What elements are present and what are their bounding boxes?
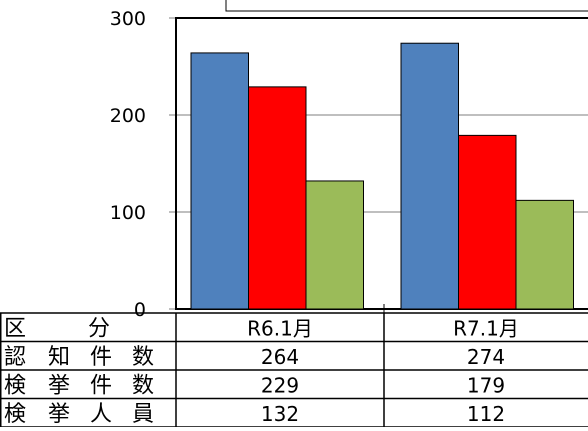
legend-box	[225, 0, 588, 12]
bar-認知件数-R6.1月	[190, 52, 249, 310]
row-label-char: 数	[132, 345, 154, 370]
bar-検挙件数-R6.1月	[248, 86, 307, 310]
bar-検挙人員-R6.1月	[305, 180, 364, 310]
row-label-char: 挙	[48, 402, 70, 427]
row-label-char: 検	[4, 402, 26, 427]
row-label-char: 件	[90, 374, 112, 399]
row-label-char: 認	[4, 345, 26, 370]
bar-検挙件数-R7.1月	[458, 134, 517, 310]
bar-検挙人員-R7.1月	[515, 199, 574, 310]
row-label-char: 挙	[48, 374, 70, 399]
row-label-char: 知	[48, 345, 70, 370]
row-label-char: 人	[90, 402, 112, 427]
y-tick-label: 0	[134, 299, 146, 321]
table-header-label: 区	[4, 317, 26, 342]
y-tick-label: 200	[110, 105, 146, 127]
data-value: 112	[467, 402, 505, 426]
y-tick-label: 300	[110, 8, 146, 30]
row-label-char: 数	[132, 374, 154, 399]
data-value: 179	[467, 374, 505, 398]
table-header-label: 分	[88, 317, 110, 342]
row-label-char: 件	[90, 345, 112, 370]
data-value: 132	[261, 402, 299, 426]
row-label-char: 員	[132, 402, 154, 427]
y-tick-label: 100	[110, 202, 146, 224]
category-label: R7.1月	[453, 317, 519, 341]
data-value: 274	[467, 345, 505, 369]
data-value: 229	[261, 374, 299, 398]
data-value: 264	[261, 345, 299, 369]
category-label: R6.1月	[247, 317, 313, 341]
bar-認知件数-R7.1月	[400, 42, 459, 310]
row-label-char: 検	[4, 374, 26, 399]
plot-area-frame	[175, 17, 588, 310]
